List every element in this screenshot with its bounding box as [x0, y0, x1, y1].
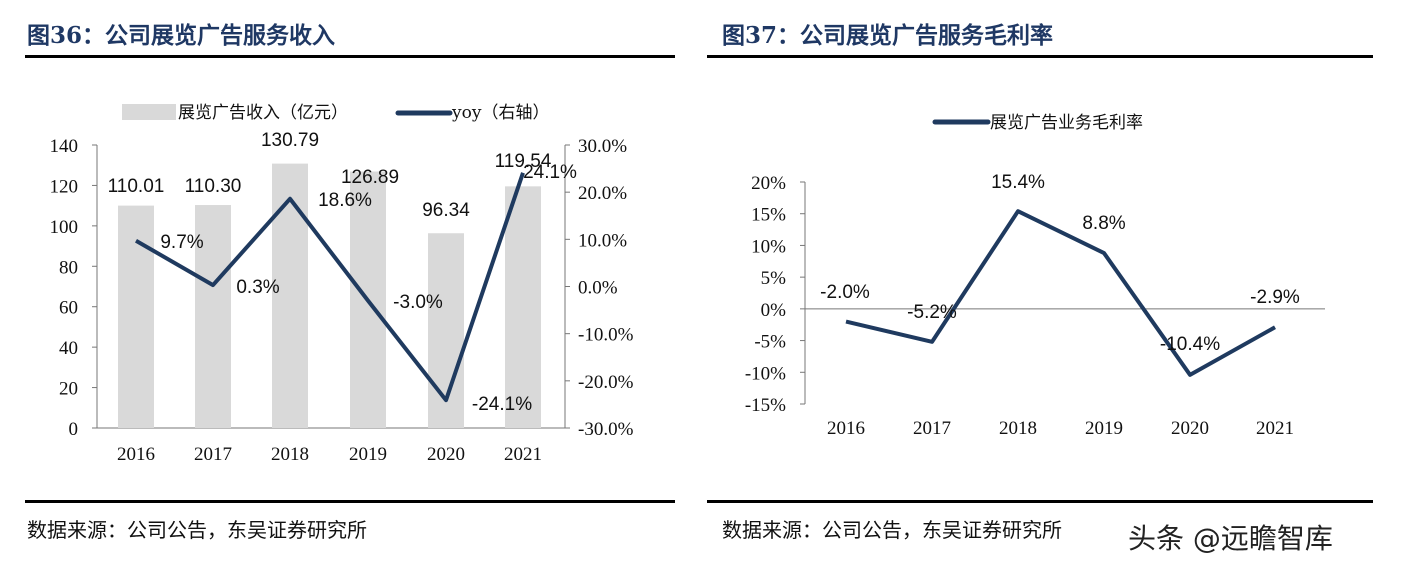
- bar-data-label: 119.54: [495, 151, 552, 172]
- legend-line-label: 展览广告业务毛利率: [990, 113, 1143, 133]
- y-tick-label: 5%: [761, 268, 787, 289]
- bar: [272, 163, 308, 428]
- legend-bar-swatch: [122, 104, 176, 120]
- legend-bar-label: 展览广告收入（亿元）: [178, 103, 348, 123]
- x-tick-label: 2019: [349, 444, 387, 465]
- y-tick-label: 0%: [761, 300, 787, 321]
- yoy-data-label: -3.0%: [393, 292, 443, 313]
- title-rule-right: [707, 55, 1373, 58]
- yoy-data-label: 24.1%: [523, 162, 577, 183]
- y-tick-label: -5%: [754, 332, 786, 353]
- y2-tick-label: -10.0%: [578, 325, 634, 346]
- margin-data-label: -2.0%: [820, 282, 870, 303]
- bar-data-label: 130.79: [261, 130, 319, 151]
- source-rule-right: [707, 500, 1373, 503]
- y2-tick-label: 20.0%: [578, 183, 627, 204]
- y-tick-label: 40: [59, 338, 78, 359]
- y2-tick-label: 30.0%: [578, 136, 627, 157]
- margin-data-label: -5.2%: [907, 302, 957, 323]
- bar-data-label: 126.89: [341, 167, 399, 188]
- yoy-data-label: 0.3%: [236, 277, 279, 298]
- x-tick-label: 2017: [913, 418, 951, 439]
- y-tick-label: 140: [50, 136, 79, 157]
- bar: [118, 205, 154, 428]
- bar-data-label: 96.34: [422, 200, 470, 221]
- x-tick-label: 2020: [427, 444, 465, 465]
- bar-data-label: 110.01: [108, 176, 165, 197]
- margin-data-label: -2.9%: [1250, 287, 1300, 308]
- y2-tick-label: -20.0%: [578, 372, 634, 393]
- x-tick-label: 2017: [194, 444, 232, 465]
- x-tick-label: 2021: [1256, 418, 1294, 439]
- watermark: 头条 @远瞻智库: [1128, 522, 1333, 555]
- chart-title-right: 图37：公司展览广告服务毛利率: [722, 22, 1054, 49]
- yoy-line: [135, 172, 525, 403]
- margin-line: [845, 209, 1276, 377]
- y2-tick-label: -30.0%: [578, 419, 634, 440]
- margin-data-label: 15.4%: [991, 172, 1045, 193]
- y-tick-label: 80: [59, 257, 78, 278]
- y-tick-label: 15%: [751, 205, 786, 226]
- x-tick-label: 2016: [117, 444, 155, 465]
- x-tick-label: 2019: [1085, 418, 1123, 439]
- x-tick-label: 2018: [999, 418, 1037, 439]
- source-right: 数据来源：公司公告，东吴证券研究所: [722, 518, 1062, 542]
- x-tick-label: 2021: [504, 444, 542, 465]
- margin-data-label: -10.4%: [1160, 334, 1220, 355]
- y-tick-label: -10%: [745, 363, 786, 384]
- y-tick-label: 0: [69, 419, 79, 440]
- x-tick-label: 2016: [827, 418, 865, 439]
- bar: [195, 205, 231, 428]
- title-rule-left: [25, 55, 675, 58]
- yoy-data-label: 18.6%: [318, 190, 372, 211]
- yoy-data-label: -24.1%: [472, 394, 532, 415]
- source-left: 数据来源：公司公告，东吴证券研究所: [27, 518, 367, 542]
- y-tick-label: 100: [50, 217, 79, 238]
- y-tick-label: -15%: [745, 395, 786, 416]
- y2-tick-label: 0.0%: [578, 278, 618, 299]
- x-tick-label: 2018: [271, 444, 309, 465]
- y-tick-label: 20%: [751, 173, 786, 194]
- legend-line-label: yoy（右轴）: [451, 103, 549, 123]
- y-tick-label: 120: [50, 176, 79, 197]
- bar: [505, 186, 541, 428]
- y-tick-label: 10%: [751, 236, 786, 257]
- bar-data-label: 110.30: [185, 176, 242, 197]
- y2-tick-label: 10.0%: [578, 230, 627, 251]
- margin-data-label: 8.8%: [1082, 213, 1125, 234]
- y-tick-label: 60: [59, 298, 78, 319]
- y-tick-label: 20: [59, 379, 78, 400]
- x-tick-label: 2020: [1171, 418, 1209, 439]
- source-rule-left: [25, 500, 675, 503]
- chart-title-left: 图36：公司展览广告服务收入: [27, 22, 336, 49]
- yoy-data-label: 9.7%: [160, 232, 203, 253]
